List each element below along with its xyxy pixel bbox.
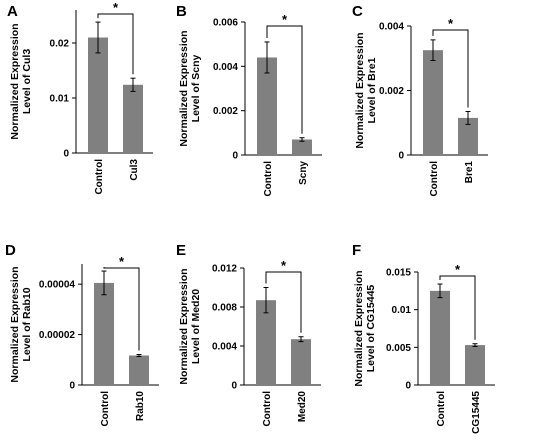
y-tick-label: 0.004 [213, 62, 238, 73]
category-label: Scny [298, 161, 309, 185]
y-tick-label: 0 [398, 151, 404, 162]
y-tick-label: 0 [232, 151, 238, 162]
y-tick-label: 0.00002 [39, 330, 76, 341]
panel-e: E Normalized ExpressionLevel of Med20 0 0.0… [176, 242, 321, 427]
bar [465, 345, 485, 385]
y-tick-label: 0.006 [213, 18, 238, 29]
y-axis-label-line: Normalized Expression [9, 23, 21, 139]
y-tick-label: 0.005 [386, 343, 411, 354]
y-tick-label: 0.012 [212, 264, 237, 275]
category-label: Cul3 [129, 159, 140, 181]
panel-a: A Normalized ExpressionLevel of Cul3 0 0.01… [7, 0, 153, 195]
y-axis-label-line: Level of Rab10 [21, 287, 33, 361]
y-tick-label: 0.01 [50, 94, 70, 105]
category-label: Control [100, 391, 111, 427]
bar [291, 339, 311, 385]
significance-bracket [266, 25, 303, 134]
y-axis-label: Normalized ExpressionLevel of Cul3 [9, 23, 33, 139]
category-label: Rab10 [135, 391, 146, 421]
significance-star: * [448, 16, 454, 31]
significance-bracket [432, 29, 469, 108]
significance-star: * [113, 0, 119, 15]
category-label: Control [436, 391, 447, 427]
y-axis-label-line: Normalized Expression [353, 270, 365, 386]
y-tick-label: 0 [231, 381, 237, 392]
y-tick-label: 0.01 [392, 305, 412, 316]
bar [257, 57, 277, 155]
y-tick-label: 0 [69, 381, 75, 392]
category-label: Control [94, 159, 105, 195]
significance-bracket [103, 267, 140, 351]
significance-bracket [439, 275, 476, 340]
y-tick-label: 0.015 [386, 268, 411, 279]
y-tick-label: 0.004 [212, 342, 237, 353]
y-tick-label: 0 [63, 149, 69, 160]
significance-bracket [265, 271, 302, 333]
y-axis-label: Normalized ExpressionLevel of CG15445 [353, 270, 377, 386]
y-tick-label: 0.002 [379, 86, 404, 97]
bar [88, 37, 108, 153]
y-tick-label: 0.02 [50, 39, 70, 50]
y-tick-label: 0 [405, 381, 411, 392]
y-axis-label-line: Level of Med20 [190, 289, 202, 364]
panel-letter: C [352, 3, 363, 20]
y-axis-label-line: Normalized Expression [178, 30, 190, 146]
category-label: CG15445 [471, 391, 482, 434]
y-tick-label: 0.008 [212, 303, 237, 314]
y-axis-label: Normalized ExpressionLevel of Rab10 [9, 266, 33, 382]
panel-f: F Normalized ExpressionLevel of CG15445 0 0… [352, 242, 495, 434]
category-label: Control [262, 391, 273, 427]
y-tick-label: 0.002 [213, 106, 238, 117]
y-tick-label: 0.00004 [39, 280, 76, 291]
bar [430, 290, 450, 385]
y-axis-label-line: Normalized Expression [354, 32, 366, 148]
bar [123, 84, 143, 153]
bar [423, 50, 443, 155]
significance-star: * [281, 258, 287, 273]
panel-letter: E [176, 242, 186, 259]
bar [292, 139, 312, 155]
y-axis-label: Normalized ExpressionLevel of Bre1 [354, 32, 378, 148]
significance-star: * [119, 254, 125, 269]
significance-star: * [282, 12, 288, 27]
y-tick-label: 0.004 [379, 22, 404, 33]
panel-letter: D [5, 242, 16, 259]
significance-star: * [455, 262, 461, 277]
bar [458, 117, 478, 155]
category-label: Control [429, 161, 440, 197]
y-axis-label-line: Level of Scny [190, 55, 202, 123]
panel-letter: A [7, 3, 18, 20]
y-axis-label: Normalized ExpressionLevel of Med20 [178, 268, 202, 384]
bar [94, 282, 114, 385]
panel-letter: B [176, 3, 187, 20]
bar [256, 300, 276, 385]
significance-bracket [97, 13, 134, 75]
y-axis-label-line: Level of Cul3 [21, 49, 33, 115]
y-axis-label-line: Normalized Expression [9, 266, 21, 382]
panel-letter: F [352, 242, 361, 259]
panel-c: C Normalized ExpressionLevel of Bre1 0 0.00… [352, 3, 488, 197]
y-axis-label: Normalized ExpressionLevel of Scny [178, 30, 202, 146]
panel-b: B Normalized ExpressionLevel of Scny 0 0.00… [176, 3, 322, 197]
category-label: Med20 [297, 391, 308, 423]
category-label: Bre1 [464, 161, 475, 184]
bar [129, 355, 149, 385]
panel-d: D Normalized ExpressionLevel of Rab10 0 0.0… [5, 242, 159, 427]
y-axis-label-line: Level of CG15445 [365, 285, 377, 373]
y-axis-label-line: Normalized Expression [178, 268, 190, 384]
category-label: Control [263, 161, 274, 197]
y-axis-label-line: Level of Bre1 [366, 57, 378, 123]
